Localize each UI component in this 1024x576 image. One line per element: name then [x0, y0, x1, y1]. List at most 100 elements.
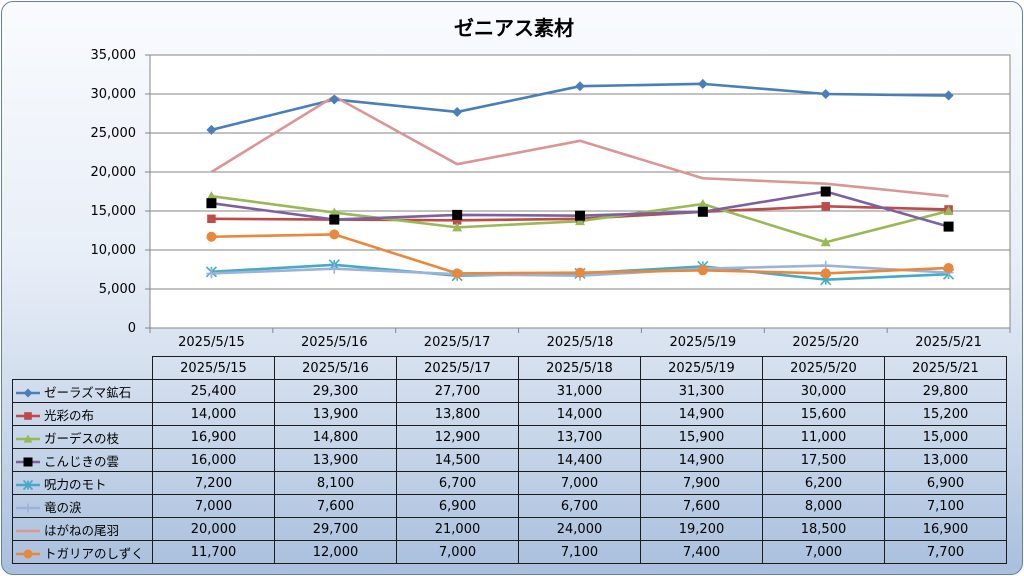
legend-key-marker [23, 503, 33, 513]
table-cell: 29,700 [274, 517, 397, 541]
table-cell: 31,300 [640, 379, 763, 403]
table-cell: 11,000 [762, 425, 885, 449]
legend-entry: はがねの尾羽 [12, 517, 153, 541]
table-cell: 29,300 [274, 379, 397, 403]
data-point-s7-2 [452, 268, 463, 279]
x-tick-label: 2025/5/18 [547, 335, 614, 350]
y-tick-label: 30,000 [91, 87, 137, 102]
legend-entry: ゼーラズマ鉱石 [12, 379, 153, 403]
y-tick-label: 15,000 [91, 204, 137, 219]
table-column-header: 2025/5/16 [274, 356, 397, 380]
legend-entry: こんじきの雲 [12, 448, 153, 472]
table-cell: 12,900 [396, 425, 519, 449]
table-cell: 14,500 [396, 448, 519, 472]
table-row: はがねの尾羽 20,000 29,700 21,000 24,000 19,200 18,5… [12, 517, 1007, 541]
table-cell: 8,100 [274, 471, 397, 495]
data-point-s0-1 [329, 94, 340, 105]
data-point-s0-3 [575, 81, 585, 92]
table-row: 竜の涙 7,000 7,600 6,900 6,700 7,600 8,000 7,100 [12, 494, 1007, 518]
series-name: ゼーラズマ鉱石 [44, 384, 132, 400]
y-tick-label: 5,000 [99, 282, 136, 297]
legend-key-icon [16, 412, 40, 420]
data-point-s0-5 [820, 89, 831, 99]
table-cell: 12,000 [274, 540, 397, 564]
legend-key-icon [16, 503, 40, 513]
data-point-s7-1 [329, 229, 340, 240]
table-cell: 14,900 [640, 402, 763, 426]
data-point-s3-4 [697, 206, 708, 217]
data-point-s2-4 [697, 198, 708, 208]
table-cell: 27,700 [396, 379, 519, 403]
table-column-header: 2025/5/17 [396, 356, 519, 380]
data-table: 2025/5/15 2025/5/16 2025/5/17 2025/5/18 2025… [12, 356, 1007, 564]
table-cell: 7,100 [884, 494, 1007, 518]
table-row: 光彩の布 14,000 13,900 13,800 14,000 14,900 15,600… [12, 402, 1007, 426]
table-column-header: 2025/5/18 [518, 356, 641, 380]
series-name: 竜の涙 [44, 499, 82, 515]
table-cell: 8,000 [762, 494, 885, 518]
data-point-s2-5 [820, 237, 831, 247]
table-cell: 15,900 [640, 425, 763, 449]
table-header-row: 2025/5/15 2025/5/16 2025/5/17 2025/5/18 2025… [12, 356, 1007, 380]
y-tick-label: 20,000 [91, 165, 137, 180]
series-name: トガリアのしずく [44, 545, 144, 561]
table-cell: 7,700 [884, 540, 1007, 564]
table-corner [12, 356, 153, 380]
series-name: 呪力のモト [44, 476, 107, 492]
legend-entry: 竜の涙 [12, 494, 153, 518]
table-cell: 7,000 [762, 540, 885, 564]
data-point-s2-1 [329, 207, 340, 217]
legend-entry: ガーデスの枝 [12, 425, 153, 449]
table-cell: 6,700 [396, 471, 519, 495]
table-row: トガリアのしずく 11,700 12,000 7,000 7,100 7,400 7,000… [12, 540, 1007, 564]
chart-title: ゼニアス素材 [454, 16, 574, 40]
table-cell: 7,600 [640, 494, 763, 518]
legend-key-icon [16, 479, 40, 491]
data-point-s3-3 [575, 210, 585, 221]
table-cell: 7,200 [152, 471, 275, 495]
table-cell: 14,900 [640, 448, 763, 472]
data-point-s7-4 [697, 265, 708, 276]
data-point-s7-0 [206, 231, 217, 242]
legend-key-icon [16, 434, 40, 443]
legend-key-icon [16, 388, 40, 398]
legend-key-icon [16, 549, 40, 559]
table-cell: 13,700 [518, 425, 641, 449]
legend-key-marker [23, 457, 33, 467]
legend-key-marker [22, 479, 34, 491]
table-cell: 6,900 [396, 494, 519, 518]
data-point-s7-6 [943, 262, 954, 273]
table-row: ガーデスの枝 16,900 14,800 12,900 13,700 15,900 11,0… [12, 425, 1007, 449]
table-cell: 11,700 [152, 540, 275, 564]
table-cell: 7,400 [640, 540, 763, 564]
table-cell: 29,800 [884, 379, 1007, 403]
data-point-s7-3 [575, 267, 585, 278]
table-cell: 7,900 [640, 471, 763, 495]
legend-key-icon [16, 457, 40, 467]
data-point-s3-2 [452, 209, 463, 220]
table-cell: 24,000 [518, 517, 641, 541]
legend-key-marker [23, 549, 33, 559]
legend-entry: トガリアのしずく [12, 540, 153, 564]
table-cell: 13,800 [396, 402, 519, 426]
table-cell: 19,200 [640, 517, 763, 541]
table-column-header: 2025/5/21 [884, 356, 1007, 380]
y-tick-label: 35,000 [91, 48, 137, 63]
table-cell: 31,000 [518, 379, 641, 403]
x-tick-label: 2025/5/19 [670, 335, 737, 350]
data-point-s3-5 [820, 186, 831, 197]
table-cell: 30,000 [762, 379, 885, 403]
data-point-s5-1 [329, 263, 340, 274]
data-point-s3-0 [206, 198, 217, 209]
y-tick-label: 25,000 [91, 126, 137, 141]
table-cell: 7,000 [396, 540, 519, 564]
data-point-s3-6 [943, 221, 954, 232]
table-cell: 6,200 [762, 471, 885, 495]
table-row: こんじきの雲 16,000 13,900 14,500 14,400 14,900 17,5… [12, 448, 1007, 472]
table-cell: 7,000 [518, 471, 641, 495]
data-point-s2-6 [943, 206, 954, 215]
data-point-s1-2 [452, 216, 462, 225]
y-tick-label: 10,000 [91, 243, 137, 258]
x-tick-label: 2025/5/20 [792, 335, 859, 350]
legend-key-icon [16, 529, 40, 533]
